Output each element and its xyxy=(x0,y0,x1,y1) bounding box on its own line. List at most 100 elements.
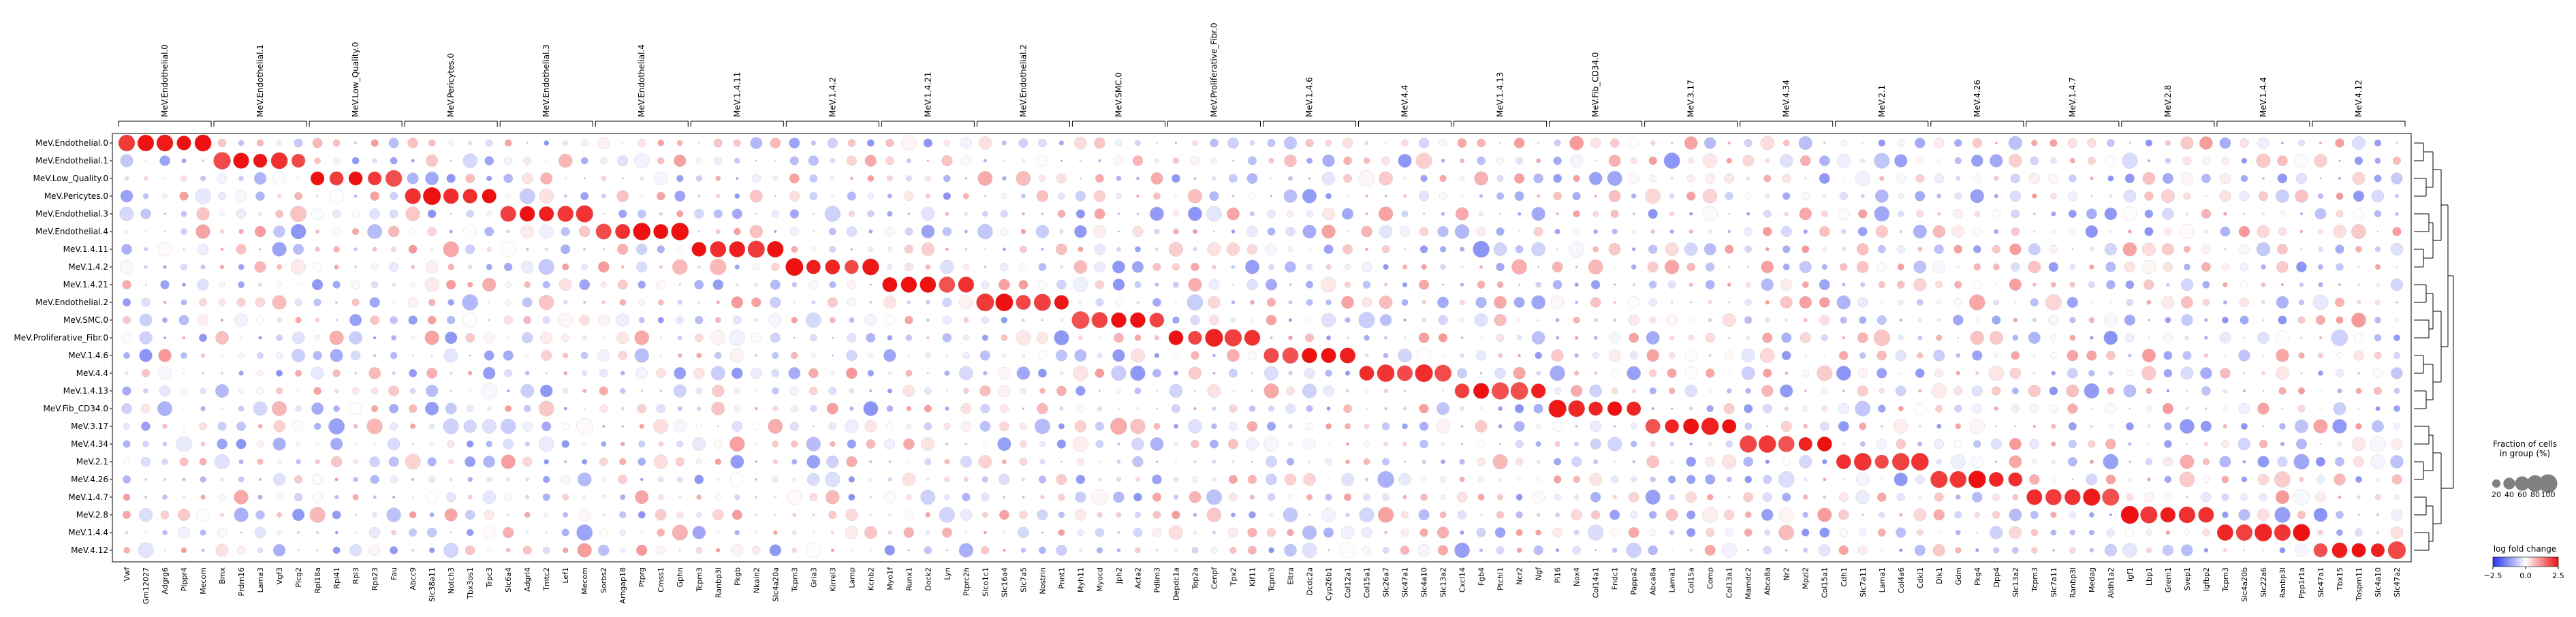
expression-dot xyxy=(1592,246,1599,253)
expression-dot xyxy=(1821,210,1828,217)
expression-dot xyxy=(182,477,186,481)
expression-dot xyxy=(1075,209,1086,219)
expression-dot xyxy=(1460,424,1464,428)
expression-dot xyxy=(1156,407,1158,410)
expression-dot xyxy=(162,317,168,323)
expression-dot xyxy=(2128,353,2132,358)
group-bracket xyxy=(1644,121,1738,127)
expression-dot xyxy=(868,353,873,358)
expression-dot xyxy=(1608,349,1621,362)
expression-dot xyxy=(1188,366,1201,380)
expression-dot xyxy=(883,491,896,503)
expression-dot xyxy=(811,300,816,304)
expression-dot xyxy=(1187,189,1202,204)
expression-dot xyxy=(253,172,267,185)
expression-dot xyxy=(2089,548,2094,553)
expression-dot xyxy=(1268,264,1274,270)
expression-dot xyxy=(1477,281,1486,289)
expression-dot xyxy=(562,423,569,430)
expression-dot xyxy=(1836,154,1851,168)
expression-dot xyxy=(2146,300,2152,305)
gene-tick-label: Adgrl4 xyxy=(523,567,532,592)
expression-dot xyxy=(2105,155,2117,167)
expression-dot xyxy=(2126,298,2134,306)
expression-dot xyxy=(1533,173,1543,184)
gene-tick-label: Depdc1a xyxy=(1172,567,1180,601)
expression-dot xyxy=(253,153,268,168)
expression-dot xyxy=(1131,437,1144,451)
expression-dot xyxy=(297,531,300,535)
expression-dot xyxy=(673,384,687,398)
expression-dot xyxy=(710,241,727,257)
expression-dot xyxy=(162,494,168,500)
expression-dot xyxy=(599,457,608,466)
expression-dot xyxy=(1802,405,1809,412)
expression-dot xyxy=(774,230,777,233)
expression-dot xyxy=(619,529,626,536)
expression-dot xyxy=(581,264,588,270)
expression-dot xyxy=(1708,389,1712,393)
expression-dot xyxy=(2391,438,2403,450)
expression-dot xyxy=(2033,230,2036,233)
expression-dot xyxy=(1477,156,1486,165)
expression-dot xyxy=(829,281,836,289)
expression-dot xyxy=(772,406,779,411)
expression-dot xyxy=(426,492,438,503)
expression-dot xyxy=(1665,259,1680,274)
expression-dot xyxy=(1649,528,1656,537)
expression-dot xyxy=(2204,318,2208,322)
expression-dot xyxy=(1498,477,1502,481)
expression-dot xyxy=(1992,315,2001,325)
expression-dot xyxy=(2201,386,2211,396)
row-label: MeV.1.4.13 xyxy=(63,386,108,396)
expression-dot xyxy=(1970,189,1984,204)
gene-tick-label: Plcg2 xyxy=(294,567,303,588)
expression-dot xyxy=(1421,477,1427,482)
expression-dot xyxy=(2374,387,2382,395)
expression-dot xyxy=(1325,299,1332,306)
expression-dot xyxy=(180,352,187,359)
expression-dot xyxy=(1114,155,1124,166)
expression-dot xyxy=(505,193,511,199)
expression-dot xyxy=(830,531,834,535)
expression-dot xyxy=(1629,332,1639,343)
expression-dot xyxy=(503,526,514,539)
expression-dot xyxy=(1590,138,1601,148)
expression-dot xyxy=(1628,314,1639,326)
expression-dot xyxy=(1020,229,1026,234)
expression-dot xyxy=(1302,347,1317,364)
expression-dot xyxy=(1498,212,1502,215)
expression-dot xyxy=(238,388,244,394)
gene-tick-label: Fau xyxy=(390,567,398,580)
expression-dot xyxy=(1881,478,1883,481)
expression-dot xyxy=(1327,443,1330,446)
expression-dot xyxy=(1511,259,1527,275)
expression-dot xyxy=(2103,330,2118,345)
expression-dot xyxy=(219,282,225,287)
expression-dot xyxy=(2103,313,2118,328)
expression-dot xyxy=(540,332,553,344)
expression-dot xyxy=(1875,189,1889,203)
expression-dot xyxy=(869,549,872,552)
expression-dot xyxy=(1995,460,1998,463)
expression-dot xyxy=(329,330,344,345)
expression-dot xyxy=(2030,528,2039,537)
expression-dot xyxy=(411,336,415,340)
expression-dot xyxy=(999,404,1009,413)
expression-dot xyxy=(258,336,262,340)
expression-dot xyxy=(1188,278,1202,291)
expression-dot xyxy=(638,440,646,448)
expression-dot xyxy=(1896,527,1906,538)
expression-dot xyxy=(144,478,147,481)
expression-dot xyxy=(905,227,913,236)
expression-dot xyxy=(2050,157,2057,164)
expression-dot xyxy=(1075,191,1086,202)
expression-dot xyxy=(2370,436,2386,452)
expression-dot xyxy=(583,301,586,304)
expression-dot xyxy=(2300,336,2303,339)
expression-dot xyxy=(392,496,395,499)
expression-dot xyxy=(2165,530,2170,535)
expression-dot xyxy=(2336,263,2344,271)
expression-dot xyxy=(2102,488,2120,506)
expression-dot xyxy=(315,442,319,446)
